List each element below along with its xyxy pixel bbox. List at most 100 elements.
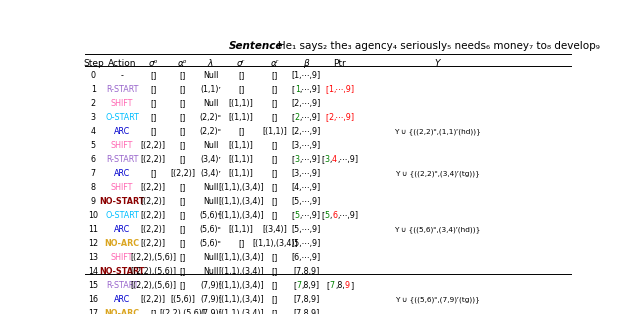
Text: []: [] bbox=[179, 211, 186, 220]
Text: [1,⋯,9]: [1,⋯,9] bbox=[292, 71, 321, 80]
Text: []: [] bbox=[238, 71, 244, 80]
Text: [(2,2),(5,6)]: [(2,2),(5,6)] bbox=[131, 253, 177, 262]
Text: ,⋯,9]: ,⋯,9] bbox=[337, 155, 358, 164]
Text: []: [] bbox=[179, 197, 186, 206]
Text: []: [] bbox=[179, 99, 186, 108]
Text: SHIFT: SHIFT bbox=[111, 183, 133, 192]
Text: 2: 2 bbox=[328, 113, 333, 122]
Text: 1: 1 bbox=[328, 85, 333, 94]
Text: ,⋯,9]: ,⋯,9] bbox=[300, 113, 321, 122]
Text: [4,⋯,9]: [4,⋯,9] bbox=[292, 183, 321, 192]
Text: []: [] bbox=[150, 71, 157, 80]
Text: [(2,2)]: [(2,2)] bbox=[141, 141, 166, 150]
Text: [(2,2)]: [(2,2)] bbox=[141, 197, 166, 206]
Text: ,⋯,9]: ,⋯,9] bbox=[333, 113, 355, 122]
Text: [(2,2)]: [(2,2)] bbox=[141, 155, 166, 164]
Text: (5,6)ᵒ: (5,6)ᵒ bbox=[200, 211, 221, 220]
Text: 6: 6 bbox=[332, 211, 337, 220]
Text: [(1,1)]: [(1,1)] bbox=[262, 127, 287, 136]
Text: Action: Action bbox=[108, 59, 136, 68]
Text: [(2,2),(5,6)]: [(2,2),(5,6)] bbox=[131, 267, 177, 276]
Text: [3,⋯,9]: [3,⋯,9] bbox=[292, 141, 321, 150]
Text: O-START: O-START bbox=[105, 211, 139, 220]
Text: 2: 2 bbox=[91, 99, 96, 108]
Text: Null: Null bbox=[203, 141, 218, 150]
Text: [(1,1),(3,4)]: [(1,1),(3,4)] bbox=[218, 309, 264, 314]
Text: []: [] bbox=[179, 183, 186, 192]
Text: [(3,4)]: [(3,4)] bbox=[262, 225, 287, 234]
Text: []: [] bbox=[272, 85, 278, 94]
Text: SHIFT: SHIFT bbox=[111, 99, 133, 108]
Text: [(5,6)]: [(5,6)] bbox=[170, 295, 195, 304]
Text: 3: 3 bbox=[324, 155, 330, 164]
Text: 11: 11 bbox=[88, 225, 99, 234]
Text: 15: 15 bbox=[88, 281, 99, 290]
Text: []: [] bbox=[272, 267, 278, 276]
Text: [(2,2)]: [(2,2)] bbox=[170, 169, 195, 178]
Text: []: [] bbox=[272, 295, 278, 304]
Text: ,8,9]: ,8,9] bbox=[301, 281, 319, 290]
Text: Step: Step bbox=[83, 59, 104, 68]
Text: []: [] bbox=[238, 127, 244, 136]
Text: -: - bbox=[121, 71, 124, 80]
Text: []: [] bbox=[179, 155, 186, 164]
Text: []: [] bbox=[179, 253, 186, 262]
Text: 7: 7 bbox=[296, 281, 301, 290]
Text: []: [] bbox=[179, 267, 186, 276]
Text: [: [ bbox=[292, 85, 294, 94]
Text: [(1,1),(3,4)]: [(1,1),(3,4)] bbox=[218, 211, 264, 220]
Text: (1,1)ʳ: (1,1)ʳ bbox=[200, 85, 221, 94]
Text: Null: Null bbox=[203, 267, 218, 276]
Text: []: [] bbox=[272, 309, 278, 314]
Text: Y ∪ {((5,6)ᵒ,(3,4)ʳ(hd))}: Y ∪ {((5,6)ᵒ,(3,4)ʳ(hd))} bbox=[394, 226, 480, 233]
Text: SHIFT: SHIFT bbox=[111, 141, 133, 150]
Text: R-START: R-START bbox=[106, 85, 138, 94]
Text: (3,4)ʳ: (3,4)ʳ bbox=[200, 169, 221, 178]
Text: : He₁ says₂ the₃ agency₄ seriously₅ needs₆ money₇ to₈ develop₉: : He₁ says₂ the₃ agency₄ seriously₅ need… bbox=[271, 41, 600, 51]
Text: 5: 5 bbox=[294, 211, 300, 220]
Text: [5,⋯,9]: [5,⋯,9] bbox=[291, 225, 321, 234]
Text: 16: 16 bbox=[88, 295, 99, 304]
Text: NO-ARC: NO-ARC bbox=[104, 309, 140, 314]
Text: 14: 14 bbox=[88, 267, 99, 276]
Text: []: [] bbox=[272, 141, 278, 150]
Text: 17: 17 bbox=[88, 309, 99, 314]
Text: []: [] bbox=[150, 85, 157, 94]
Text: 9: 9 bbox=[345, 281, 350, 290]
Text: [(1,1),(3,4)]: [(1,1),(3,4)] bbox=[218, 281, 264, 290]
Text: [: [ bbox=[325, 113, 328, 122]
Text: []: [] bbox=[238, 85, 244, 94]
Text: []: [] bbox=[238, 239, 244, 248]
Text: 6: 6 bbox=[91, 155, 96, 164]
Text: αʳ: αʳ bbox=[271, 59, 279, 68]
Text: [(2,2)]: [(2,2)] bbox=[141, 183, 166, 192]
Text: []: [] bbox=[272, 71, 278, 80]
Text: 7: 7 bbox=[330, 281, 335, 290]
Text: Y ∪ {((2,2)ᵒ,(3,4)ʳ(tg))}: Y ∪ {((2,2)ᵒ,(3,4)ʳ(tg))} bbox=[395, 170, 479, 177]
Text: [(1,1),(3,4)]: [(1,1),(3,4)] bbox=[218, 253, 264, 262]
Text: (5,6)ᵒ: (5,6)ᵒ bbox=[200, 225, 221, 234]
Text: ,8,: ,8, bbox=[335, 281, 345, 290]
Text: 1: 1 bbox=[91, 85, 96, 94]
Text: 4: 4 bbox=[91, 127, 96, 136]
Text: []: [] bbox=[179, 281, 186, 290]
Text: [(1,1)]: [(1,1)] bbox=[228, 169, 253, 178]
Text: Null: Null bbox=[203, 71, 218, 80]
Text: 3: 3 bbox=[294, 155, 300, 164]
Text: Y ∪ {((2,2)ᵒ,(1,1)ʳ(hd))}: Y ∪ {((2,2)ᵒ,(1,1)ʳ(hd))} bbox=[394, 128, 481, 135]
Text: []: [] bbox=[150, 113, 157, 122]
Text: (7,9)ʳ: (7,9)ʳ bbox=[200, 309, 221, 314]
Text: [2,⋯,9]: [2,⋯,9] bbox=[291, 127, 321, 136]
Text: αᵒ: αᵒ bbox=[178, 59, 188, 68]
Text: ,⋯,9]: ,⋯,9] bbox=[300, 211, 321, 220]
Text: (7,9)ʳ: (7,9)ʳ bbox=[200, 281, 221, 290]
Text: 5: 5 bbox=[91, 141, 96, 150]
Text: [(1,1),(3,4)]: [(1,1),(3,4)] bbox=[218, 197, 264, 206]
Text: []: [] bbox=[272, 169, 278, 178]
Text: (2,2)ᵒ: (2,2)ᵒ bbox=[200, 127, 221, 136]
Text: [: [ bbox=[326, 281, 330, 290]
Text: [(2,2),(5,6)]: [(2,2),(5,6)] bbox=[159, 309, 205, 314]
Text: []: [] bbox=[272, 197, 278, 206]
Text: 13: 13 bbox=[88, 253, 99, 262]
Text: [(1,1)]: [(1,1)] bbox=[228, 141, 253, 150]
